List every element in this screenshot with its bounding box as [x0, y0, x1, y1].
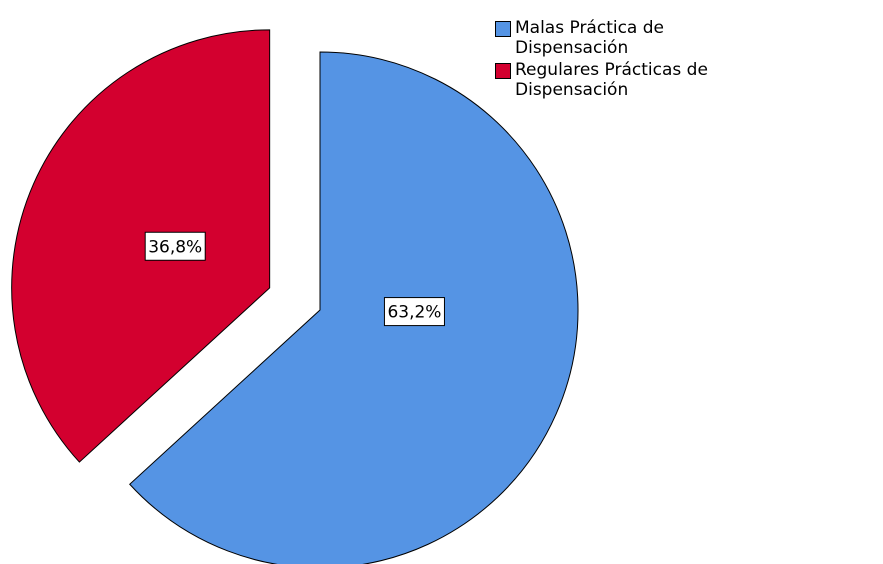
data-label-box	[144, 231, 206, 261]
legend-swatch	[495, 21, 511, 37]
legend-swatch	[495, 63, 511, 79]
data-label: 36,8%	[144, 231, 206, 261]
pie-slice	[129, 51, 579, 564]
legend-label: Regulares Prácticas de Dispensación	[515, 60, 708, 100]
legend-entry: Malas Práctica de Dispensación	[495, 18, 875, 58]
data-label-text: 63,2%	[387, 303, 441, 323]
legend-entry: Regulares Prácticas de Dispensación	[495, 60, 875, 100]
pie-slice	[11, 29, 271, 463]
data-label-text: 36,8%	[148, 237, 202, 257]
legend: Malas Práctica de Dispensación Regulares …	[495, 18, 875, 102]
legend-label: Malas Práctica de Dispensación	[515, 18, 664, 58]
data-label-box	[383, 297, 445, 327]
data-label: 63,2%	[383, 297, 445, 327]
